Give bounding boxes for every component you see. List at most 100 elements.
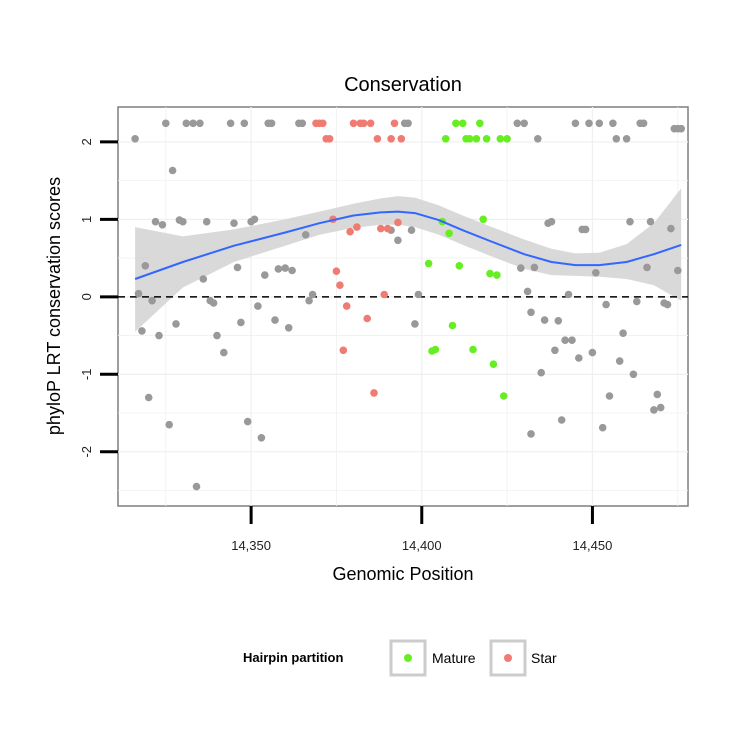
point-other	[674, 266, 682, 275]
point-other	[394, 236, 402, 245]
point-mature	[455, 262, 464, 270]
point-mature	[431, 345, 440, 354]
point-other	[267, 119, 276, 128]
y-tick-label: 0	[79, 293, 94, 300]
legend-dot-mature	[404, 654, 412, 662]
point-other	[517, 264, 525, 272]
y-tick-label: 2	[79, 138, 94, 145]
point-other	[192, 482, 201, 491]
point-other	[585, 119, 593, 128]
point-other	[602, 300, 610, 309]
point-other	[138, 327, 146, 335]
point-other	[237, 318, 245, 327]
point-other	[540, 316, 549, 324]
point-other	[155, 331, 163, 340]
point-star	[353, 223, 361, 231]
point-other	[131, 135, 139, 143]
point-other	[404, 119, 412, 128]
confidence-band-area	[135, 188, 682, 332]
point-mature	[441, 135, 450, 143]
point-star	[373, 135, 382, 143]
point-mature	[493, 271, 501, 279]
point-mature	[486, 269, 494, 278]
point-other	[643, 263, 651, 272]
y-tick-label: -1	[79, 369, 94, 381]
point-other	[141, 262, 150, 270]
point-other	[220, 348, 228, 357]
point-star	[380, 290, 389, 299]
smooth-curve	[134, 210, 682, 280]
point-other	[144, 393, 153, 402]
point-mature	[489, 360, 498, 369]
point-other	[530, 263, 539, 272]
point-other	[233, 263, 242, 272]
point-other	[667, 224, 675, 233]
point-other	[240, 119, 249, 128]
y-axis: -2 -1 0 1 2	[79, 138, 118, 458]
x-tick-label: 14,400	[402, 538, 442, 553]
point-mature	[458, 119, 467, 128]
point-other	[626, 217, 634, 226]
x-tick-label: 14,450	[573, 538, 613, 553]
point-other	[619, 329, 627, 338]
point-other	[151, 217, 160, 226]
point-star	[319, 119, 327, 128]
y-tick-label: 1	[79, 216, 94, 223]
point-star	[394, 218, 402, 227]
legend: Hairpin partition Mature Star	[243, 639, 557, 677]
point-other	[254, 302, 262, 310]
point-other	[534, 135, 542, 143]
point-other	[196, 119, 204, 128]
point-other	[134, 289, 143, 298]
chart-title: Conservation	[344, 74, 462, 96]
point-other	[172, 320, 180, 328]
point-mature	[476, 119, 484, 128]
point-other	[598, 423, 607, 432]
point-other	[284, 324, 293, 332]
point-other	[288, 266, 296, 275]
point-other	[568, 336, 576, 345]
point-star	[325, 135, 334, 143]
point-other	[612, 135, 621, 143]
point-star	[377, 224, 385, 233]
point-other	[629, 370, 638, 379]
point-other	[182, 119, 191, 128]
legend-title: Hairpin partition	[243, 650, 343, 665]
point-other	[663, 300, 672, 309]
y-axis-title: phyloP LRT conservation scores	[44, 177, 64, 435]
point-other	[513, 119, 522, 128]
point-other	[527, 308, 535, 317]
point-mature	[503, 135, 511, 143]
smooth-line	[134, 210, 682, 280]
point-other	[158, 221, 167, 229]
point-other	[656, 403, 665, 412]
confidence-band	[135, 188, 682, 332]
point-other	[230, 219, 238, 227]
point-star	[342, 302, 351, 310]
point-other	[653, 390, 662, 399]
point-other	[162, 119, 170, 128]
point-star	[359, 119, 368, 128]
point-mature	[445, 229, 453, 238]
point-other	[520, 119, 528, 128]
point-other	[209, 299, 218, 307]
point-mature	[452, 119, 460, 128]
point-other	[202, 217, 211, 226]
point-other	[527, 430, 535, 438]
point-star	[397, 135, 406, 143]
point-mature	[499, 392, 508, 400]
point-other	[271, 316, 279, 324]
point-star	[383, 224, 392, 233]
point-other	[407, 226, 416, 234]
point-other	[650, 406, 658, 414]
point-other	[414, 290, 423, 299]
point-other	[622, 135, 631, 143]
point-other	[615, 357, 624, 365]
point-other	[537, 368, 545, 377]
point-other	[592, 269, 600, 277]
point-other	[250, 215, 259, 224]
x-axis: 14,350 14,400 14,450	[231, 506, 612, 553]
point-other	[213, 331, 221, 340]
point-other	[274, 265, 283, 273]
point-star	[336, 281, 344, 290]
